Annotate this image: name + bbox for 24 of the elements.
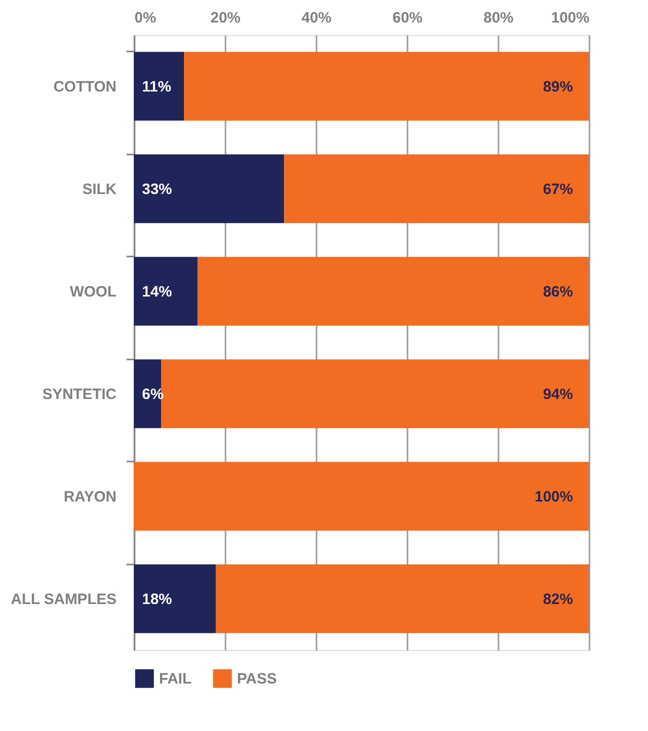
y-tick-label: ALL SAMPLES [10, 590, 116, 608]
y-tick-label: SYNTETIC [42, 386, 117, 403]
data-label: 94% [542, 386, 573, 403]
data-label: 82% [542, 590, 573, 608]
x-tick-label: 20% [210, 10, 241, 26]
x-tick-label: 0% [134, 10, 156, 26]
y-tick-label: SILK [82, 180, 117, 198]
data-label: 67% [542, 180, 573, 198]
x-tick-label: 80% [483, 10, 514, 26]
y-tick-label: WOOL [70, 283, 116, 300]
data-label: 86% [542, 283, 573, 300]
data-label: 33% [142, 180, 172, 198]
x-tick-label: 100% [551, 10, 590, 26]
data-label: 89% [542, 78, 573, 96]
y-tick-label: COTTON [53, 78, 116, 96]
data-label: 18% [142, 590, 172, 608]
data-label: 11% [142, 78, 172, 96]
data-label: 14% [142, 283, 172, 300]
legend-label: PASS [237, 670, 277, 688]
x-tick-label: 60% [392, 10, 423, 26]
y-tick-label: RAYON [64, 488, 116, 506]
data-label: 100% [534, 488, 573, 506]
x-tick-label: 40% [301, 10, 332, 26]
legend-label: FAIL [159, 670, 192, 688]
